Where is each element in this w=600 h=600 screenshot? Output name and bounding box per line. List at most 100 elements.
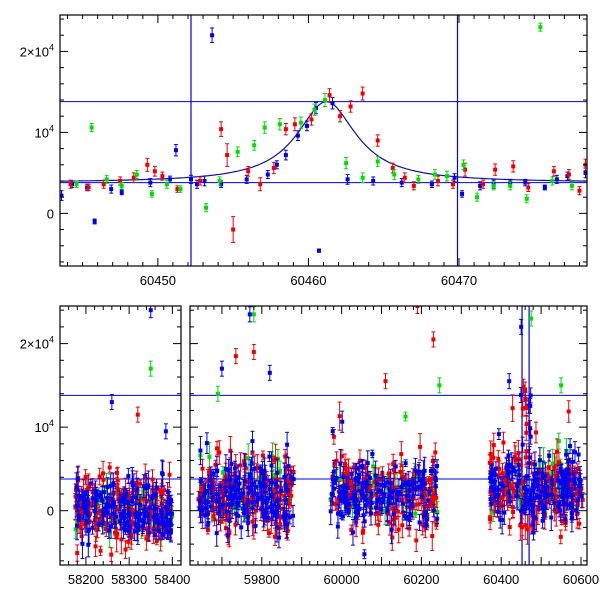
blue-data-point [264, 500, 269, 505]
red-data-point [246, 169, 251, 174]
green-data-point [232, 506, 237, 511]
blue-data-point [211, 471, 216, 476]
red-data-point [147, 515, 152, 520]
blue-data-point [165, 490, 170, 495]
green-data-point [360, 175, 365, 180]
blue-data-point [283, 153, 288, 158]
blue-data-point [206, 499, 211, 504]
red-data-point [511, 164, 516, 169]
blue-data-point [275, 470, 280, 475]
blue-data-point [200, 508, 205, 513]
blue-data-point [273, 513, 278, 518]
blue-data-point [93, 509, 98, 514]
red-data-point [418, 444, 423, 449]
blue-data-point [331, 469, 336, 474]
blue-data-point [102, 506, 107, 511]
red-data-point [327, 93, 332, 98]
blue-data-point [417, 520, 422, 525]
blue-data-point [234, 500, 239, 505]
red-data-point [138, 481, 143, 486]
red-data-point [390, 535, 395, 540]
red-data-point [332, 461, 337, 466]
green-data-point [74, 182, 79, 187]
blue-data-point [336, 511, 341, 516]
red-data-point [156, 487, 161, 492]
blue-data-point [356, 478, 361, 483]
red-data-point [103, 526, 108, 531]
red-data-point [131, 522, 136, 527]
red-data-point [427, 503, 432, 508]
red-data-point [200, 466, 205, 471]
red-data-point [250, 519, 255, 524]
blue-data-point [204, 441, 209, 446]
blue-data-point [108, 483, 113, 488]
red-data-point [150, 477, 155, 482]
blue-data-point [148, 308, 153, 313]
blue-data-point [109, 187, 114, 192]
blue-data-point [419, 495, 424, 500]
red-data-point [233, 522, 238, 527]
red-data-point [422, 502, 427, 507]
red-data-point [398, 469, 403, 474]
red-data-point [130, 508, 135, 513]
blue-data-point [385, 480, 390, 485]
red-data-point [481, 182, 486, 187]
blue-data-point [210, 494, 215, 499]
blue-data-point [393, 464, 398, 469]
blue-data-point [153, 506, 158, 511]
blue-data-point [229, 461, 234, 466]
x-tick-label: 60450 [140, 273, 176, 288]
green-data-point [375, 159, 380, 164]
blue-data-point [111, 483, 116, 488]
blue-data-point [88, 481, 93, 486]
red-data-point [357, 458, 362, 463]
blue-data-point [126, 474, 131, 479]
blue-data-point [227, 518, 232, 523]
red-data-point [93, 544, 98, 549]
blue-data-point [374, 481, 379, 486]
blue-data-point [400, 482, 405, 487]
blue-data-point [226, 502, 231, 507]
blue-data-point [431, 508, 436, 513]
blue-data-point [370, 451, 375, 456]
blue-data-point [343, 499, 348, 504]
green-data-point [392, 172, 397, 177]
blue-data-point [267, 454, 272, 459]
blue-data-point [244, 177, 249, 182]
blue-data-point [147, 530, 152, 535]
red-data-point [526, 185, 531, 190]
blue-data-point [400, 501, 405, 506]
blue-data-point [403, 461, 408, 466]
blue-data-point [209, 504, 214, 509]
blue-data-point [394, 497, 399, 502]
red-data-point [123, 488, 128, 493]
blue-data-point [141, 484, 146, 489]
red-data-point [346, 471, 351, 476]
blue-data-point [338, 498, 343, 503]
blue-data-point [75, 476, 80, 481]
blue-data-point [364, 497, 369, 502]
blue-data-point [130, 499, 135, 504]
green-data-point [491, 510, 496, 515]
blue-data-point [128, 524, 133, 529]
blue-data-point [263, 498, 268, 503]
red-data-point [248, 499, 253, 504]
green-data-point [350, 505, 355, 510]
blue-data-point [107, 503, 112, 508]
red-data-point [97, 474, 102, 479]
green-data-point [383, 508, 388, 513]
red-data-point [269, 517, 274, 522]
red-data-point [166, 526, 171, 531]
blue-data-point [357, 506, 362, 511]
blue-data-point [337, 495, 342, 500]
blue-data-point [407, 498, 412, 503]
red-data-point [309, 117, 314, 122]
red-data-point [386, 471, 391, 476]
red-data-point [345, 478, 350, 483]
red-data-point [399, 497, 404, 502]
green-data-point [371, 464, 376, 469]
red-data-point [123, 547, 128, 552]
red-data-point [266, 478, 271, 483]
blue-data-point [330, 492, 335, 497]
blue-data-point [426, 498, 431, 503]
